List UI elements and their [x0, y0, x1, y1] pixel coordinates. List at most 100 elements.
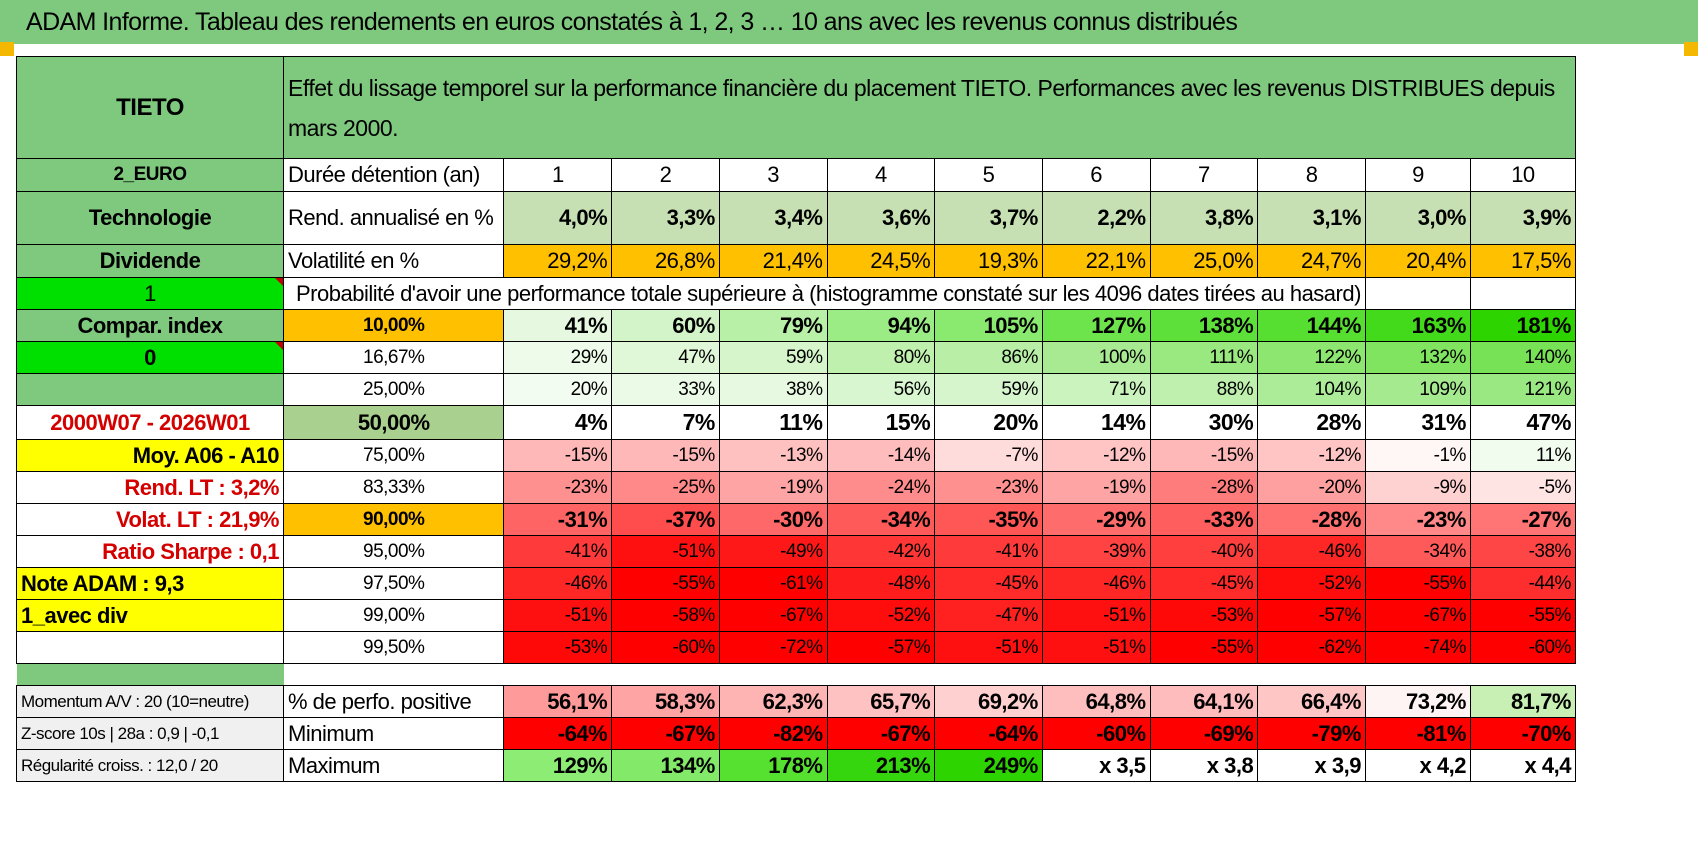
maximum-value-cell: 213%	[826, 749, 936, 782]
quantile-value-cell: -45%	[934, 567, 1043, 600]
maximum-label: Maximum	[282, 749, 505, 782]
quantile-value-cell: -67%	[1364, 599, 1471, 632]
quantile-value-cell: -1%	[1364, 439, 1471, 472]
currency-cell[interactable]: 2_EURO	[16, 158, 284, 192]
quantile-threshold-cell: 16,67%	[282, 341, 505, 374]
quantile-value-cell: -23%	[1364, 503, 1471, 536]
compar-index-cell[interactable]: Compar. index	[16, 309, 284, 342]
maximum-value-cell: x 3,8	[1149, 749, 1259, 782]
quantile-value-cell: -41%	[934, 535, 1043, 568]
minimum-label: Minimum	[282, 717, 505, 750]
maximum-value-cell: 129%	[503, 749, 613, 782]
quantile-value-cell: -38%	[1469, 535, 1576, 568]
quantile-value-cell: 138%	[1149, 309, 1259, 342]
quantile-value-cell: -39%	[1041, 535, 1151, 568]
quantile-value-cell: -52%	[826, 599, 936, 632]
quantile-threshold-cell: 25,00%	[282, 373, 505, 406]
quantile-value-cell: -46%	[1041, 567, 1151, 600]
duration-label: Durée détention (an)	[282, 158, 505, 192]
quantile-row: Ratio Sharpe : 0,1 95,00% -41% -51% -49% -42%…	[16, 535, 1576, 568]
quantile-value-cell: -53%	[1149, 599, 1259, 632]
quantile-row: 99,50% -53% -60% -72% -57% -51% -51% -55% -62% -7…	[16, 631, 1576, 664]
quantile-value-cell: -44%	[1469, 567, 1576, 600]
quantile-value-cell: 15%	[826, 405, 936, 440]
maximum-value-cell: x 3,5	[1041, 749, 1151, 782]
year-header-cell: 10	[1469, 158, 1576, 192]
quantile-value-cell: 71%	[1041, 373, 1151, 406]
empty-cell	[16, 631, 284, 664]
minimum-value-cell: -67%	[611, 717, 720, 750]
positive-perf-label: % de perfo. positive	[282, 685, 505, 718]
quantile-value-cell: -61%	[718, 567, 828, 600]
maximum-value-cell: 249%	[934, 749, 1043, 782]
quantile-value-cell: -51%	[1041, 631, 1151, 664]
quantile-value-cell: -74%	[1364, 631, 1471, 664]
quantile-value-cell: -12%	[1257, 439, 1366, 472]
empty-cell	[1364, 277, 1471, 310]
quantile-value-cell: -40%	[1149, 535, 1259, 568]
quantile-value-cell: -28%	[1149, 471, 1259, 504]
maximum-left-cell: Régularité croiss. : 12,0 / 20	[16, 749, 284, 782]
positive-perf-value-cell: 62,3%	[718, 685, 828, 718]
quantile-value-cell: -12%	[1041, 439, 1151, 472]
quantile-value-cell: 59%	[718, 341, 828, 374]
quantile-value-cell: 121%	[1469, 373, 1576, 406]
quantile-value-cell: 20%	[934, 405, 1043, 440]
quantile-value-cell: 111%	[1149, 341, 1259, 374]
volat-lt-cell: Volat. LT : 21,9%	[16, 503, 284, 536]
probability-title: Probabilité d'avoir une performance tota…	[283, 277, 1366, 310]
quantile-value-cell: -51%	[934, 631, 1043, 664]
maximum-value-cell: x 4,4	[1469, 749, 1576, 782]
quantile-threshold-cell: 95,00%	[282, 535, 505, 568]
rend-value-cell: 3,3%	[611, 191, 720, 245]
empty-cell	[1469, 277, 1576, 310]
year-header-cell: 8	[1257, 158, 1366, 192]
vol-value-cell: 24,7%	[1257, 244, 1366, 278]
quantile-value-cell: 28%	[1257, 405, 1366, 440]
maximum-row: Régularité croiss. : 12,0 / 20 Maximum 129…	[16, 749, 1576, 782]
quantile-value-cell: 132%	[1364, 341, 1471, 374]
year-header-cell: 2	[611, 158, 720, 192]
minimum-value-cell: -60%	[1041, 717, 1151, 750]
quantile-value-cell: -27%	[1469, 503, 1576, 536]
maximum-value-cell: x 3,9	[1257, 749, 1366, 782]
mode-cell[interactable]: 1_avec div	[16, 599, 284, 632]
year-header-cell: 5	[934, 158, 1043, 192]
quantile-value-cell: -28%	[1257, 503, 1366, 536]
quantile-value-cell: -57%	[1257, 599, 1366, 632]
minimum-value-cell: -67%	[826, 717, 936, 750]
maximum-value-cell: 134%	[611, 749, 720, 782]
stock-name-cell[interactable]: TIETO	[16, 56, 284, 159]
quantile-value-cell: -24%	[826, 471, 936, 504]
input-cell-2[interactable]: 0	[16, 341, 284, 374]
quantile-row: Volat. LT : 21,9% 90,00% -31% -37% -30% -34% -…	[16, 503, 1576, 536]
quantile-value-cell: -34%	[826, 503, 936, 536]
year-header-cell: 3	[718, 158, 828, 192]
minimum-value-cell: -81%	[1364, 717, 1471, 750]
sector-cell[interactable]: Technologie	[16, 191, 284, 245]
spacer-green-cell	[16, 663, 284, 686]
rend-value-cell: 3,7%	[934, 191, 1043, 245]
input-cell-1[interactable]: 1	[16, 277, 284, 310]
rend-value-cell: 3,1%	[1257, 191, 1366, 245]
quantile-value-cell: -23%	[503, 471, 613, 504]
quantile-value-cell: 122%	[1257, 341, 1366, 374]
performance-table: TIETO Effet du lissage temporel sur la p…	[16, 56, 1576, 782]
quantile-value-cell: -19%	[718, 471, 828, 504]
quantile-value-cell: 33%	[611, 373, 720, 406]
quantile-value-cell: -35%	[934, 503, 1043, 536]
positive-perf-value-cell: 73,2%	[1364, 685, 1471, 718]
positive-perf-value-cell: 69,2%	[934, 685, 1043, 718]
rend-value-cell: 3,6%	[826, 191, 936, 245]
quantile-value-cell: -34%	[1364, 535, 1471, 568]
type-cell[interactable]: Dividende	[16, 244, 284, 278]
quantile-row: Compar. index 10,00% 41% 60% 79% 94% 105% 127% 1…	[16, 309, 1576, 342]
vol-value-cell: 25,0%	[1149, 244, 1259, 278]
quantile-row: 0 16,67% 29% 47% 59% 80% 86% 100% 111% 122% 132% 14…	[16, 341, 1576, 374]
rend-value-cell: 2,2%	[1041, 191, 1151, 245]
quantile-row: 1_avec div 99,00% -51% -58% -67% -52% -47% -51%…	[16, 599, 1576, 632]
minimum-value-cell: -79%	[1257, 717, 1366, 750]
quantile-threshold-cell: 97,50%	[282, 567, 505, 600]
rend-value-cell: 4,0%	[503, 191, 613, 245]
quantile-value-cell: -45%	[1149, 567, 1259, 600]
